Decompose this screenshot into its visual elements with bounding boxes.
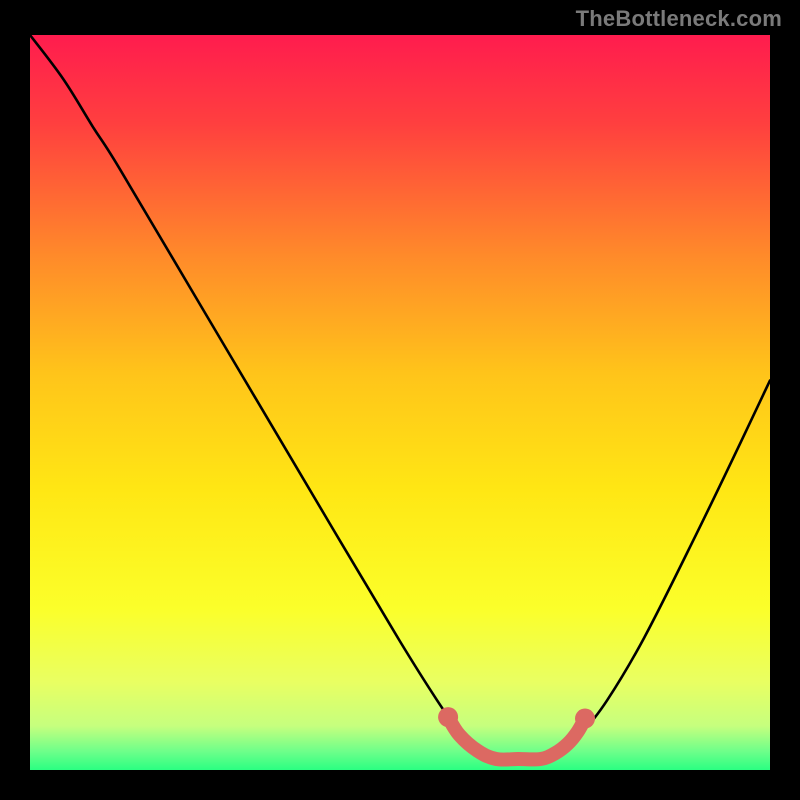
- chart-svg: [0, 0, 800, 800]
- watermark-text: TheBottleneck.com: [576, 6, 782, 32]
- heatmap-gradient: [30, 35, 770, 770]
- chart-root: TheBottleneck.com: [0, 0, 800, 800]
- valley-cap-left: [438, 707, 458, 727]
- valley-cap-right: [575, 709, 595, 729]
